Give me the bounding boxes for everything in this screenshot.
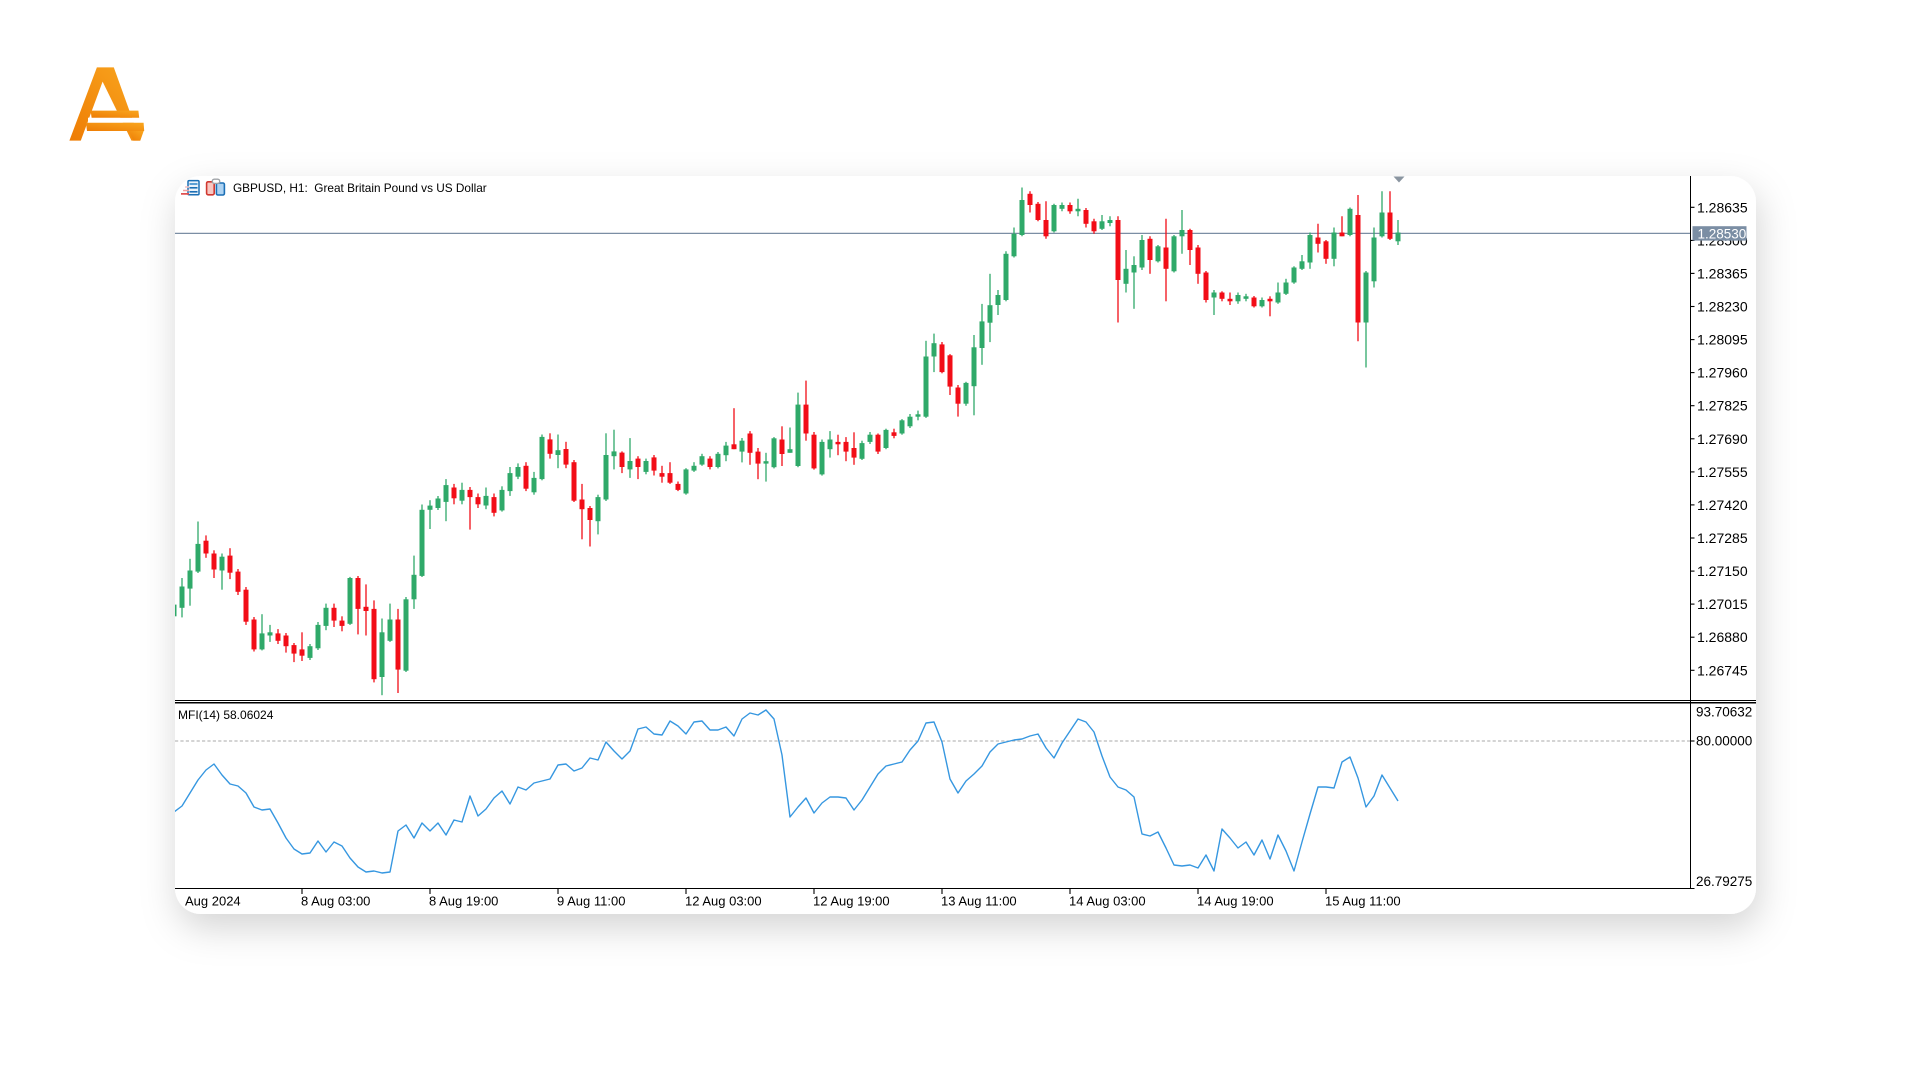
svg-text:8 Aug 03:00: 8 Aug 03:00 — [301, 894, 370, 909]
svg-text:93.70632: 93.70632 — [1696, 705, 1752, 720]
svg-text:1.28230: 1.28230 — [1697, 299, 1748, 315]
svg-text:14 Aug 19:00: 14 Aug 19:00 — [1197, 894, 1274, 909]
svg-text:1.27285: 1.27285 — [1697, 530, 1748, 546]
svg-text:1.27015: 1.27015 — [1697, 596, 1748, 612]
svg-text:13 Aug 11:00: 13 Aug 11:00 — [941, 894, 1017, 909]
svg-text:1.28095: 1.28095 — [1697, 332, 1748, 348]
svg-text:8 Aug 19:00: 8 Aug 19:00 — [429, 894, 498, 909]
svg-text:12 Aug 03:00: 12 Aug 03:00 — [685, 894, 762, 909]
svg-text:1.28635: 1.28635 — [1697, 199, 1748, 215]
svg-text:15 Aug 11:00: 15 Aug 11:00 — [1325, 894, 1401, 909]
svg-text:1.28365: 1.28365 — [1697, 265, 1748, 281]
svg-text:1.27555: 1.27555 — [1697, 464, 1748, 480]
svg-text:80.00000: 80.00000 — [1696, 734, 1752, 749]
svg-text:14 Aug 03:00: 14 Aug 03:00 — [1069, 894, 1146, 909]
svg-text:9 Aug 11:00: 9 Aug 11:00 — [557, 894, 625, 909]
svg-text:26.79275: 26.79275 — [1696, 874, 1752, 889]
svg-text:1.28530: 1.28530 — [1698, 227, 1747, 242]
svg-text:1.27690: 1.27690 — [1697, 431, 1748, 447]
svg-text:GBPUSD, H1: Great Britain Pou: GBPUSD, H1: Great Britain Pound vs US Do… — [233, 181, 487, 195]
svg-text:Aug 2024: Aug 2024 — [185, 894, 241, 909]
svg-text:1.27960: 1.27960 — [1697, 365, 1748, 381]
svg-text:1.26745: 1.26745 — [1697, 662, 1748, 678]
svg-text:MFI(14) 58.06024: MFI(14) 58.06024 — [178, 708, 274, 722]
svg-text:1.27420: 1.27420 — [1697, 497, 1748, 513]
svg-text:1.27150: 1.27150 — [1697, 563, 1748, 579]
svg-text:1.27825: 1.27825 — [1697, 398, 1748, 414]
svg-text:1.26880: 1.26880 — [1697, 629, 1748, 645]
svg-text:12 Aug 19:00: 12 Aug 19:00 — [813, 894, 890, 909]
